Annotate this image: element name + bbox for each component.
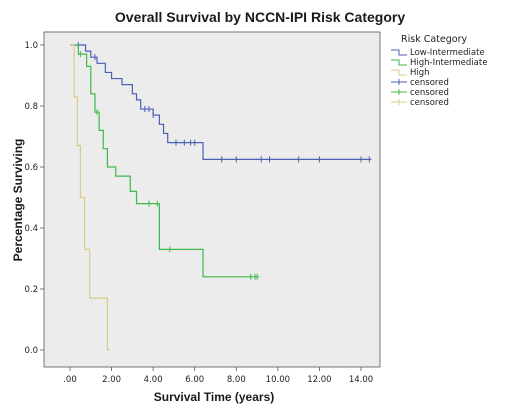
plot-area bbox=[43, 31, 381, 368]
legend-label: censored bbox=[410, 78, 449, 88]
legend: Low-IntermediateHigh-IntermediateHighcen… bbox=[391, 48, 487, 108]
legend-title: Risk Category bbox=[401, 34, 467, 45]
chart-title: Overall Survival by NCCN-IPI Risk Catego… bbox=[115, 9, 405, 25]
x-tick-label: .00 bbox=[63, 375, 77, 385]
legend-label: censored bbox=[410, 88, 449, 98]
y-tick-label: 0.4 bbox=[24, 224, 38, 234]
x-tick-label: 10.00 bbox=[266, 375, 290, 385]
legend-swatch bbox=[391, 69, 407, 76]
legend-label: Low-Intermediate bbox=[410, 48, 485, 58]
legend-label: High-Intermediate bbox=[410, 58, 487, 68]
x-tick-label: 14.00 bbox=[349, 375, 373, 385]
y-tick-label: 1.0 bbox=[24, 41, 38, 51]
y-axis-title: Percentage Surviving bbox=[11, 139, 25, 262]
legend-label: High bbox=[410, 68, 430, 78]
legend-label: censored bbox=[410, 98, 449, 108]
y-tick-label: 0.6 bbox=[24, 163, 38, 173]
y-tick-label: 0.8 bbox=[24, 102, 38, 112]
y-tick-label: 0.2 bbox=[24, 285, 38, 295]
x-tick-label: 2.00 bbox=[102, 375, 121, 385]
y-tick-label: 0.0 bbox=[24, 346, 38, 356]
marks-layer: 0.0 0.2 0.4 0.6 0.8 1.0 .00 2.00 4.00 6.00 8.00 10.… bbox=[24, 41, 373, 385]
legend-swatch bbox=[391, 49, 407, 56]
x-tick-label: 6.00 bbox=[185, 375, 204, 385]
x-tick-label: 8.00 bbox=[227, 375, 246, 385]
x-tick-label: 12.00 bbox=[307, 375, 331, 385]
series-line-high-intermediate bbox=[70, 44, 260, 278]
x-axis-title: Survival Time (years) bbox=[154, 390, 275, 404]
legend-swatch bbox=[391, 59, 407, 66]
x-tick-label: 4.00 bbox=[144, 375, 163, 385]
series-line-low-intermediate bbox=[70, 44, 372, 160]
series-line-high bbox=[70, 44, 110, 351]
